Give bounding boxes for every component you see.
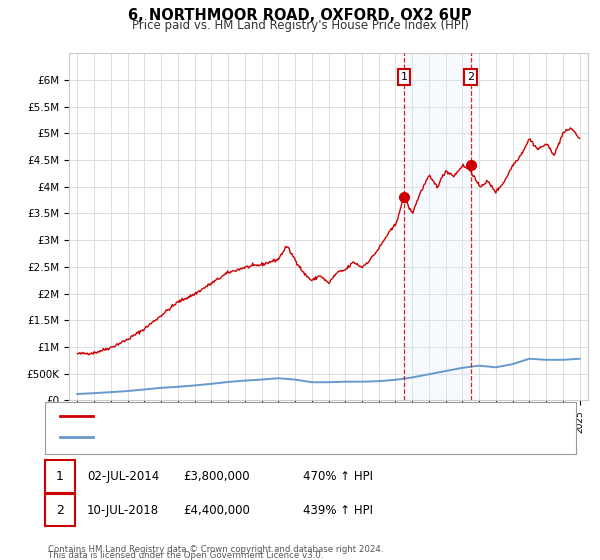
Text: 1: 1	[56, 470, 64, 483]
Text: 439% ↑ HPI: 439% ↑ HPI	[303, 503, 373, 517]
Text: 10-JUL-2018: 10-JUL-2018	[87, 503, 159, 517]
Text: Price paid vs. HM Land Registry's House Price Index (HPI): Price paid vs. HM Land Registry's House …	[131, 19, 469, 32]
Text: 1: 1	[400, 72, 407, 82]
Text: £3,800,000: £3,800,000	[183, 470, 250, 483]
Text: 2: 2	[56, 503, 64, 517]
Text: 02-JUL-2014: 02-JUL-2014	[87, 470, 159, 483]
Text: £4,400,000: £4,400,000	[183, 503, 250, 517]
Text: 6, NORTHMOOR ROAD, OXFORD, OX2 6UP: 6, NORTHMOOR ROAD, OXFORD, OX2 6UP	[128, 8, 472, 24]
Text: 2: 2	[467, 72, 475, 82]
Text: This data is licensed under the Open Government Licence v3.0.: This data is licensed under the Open Gov…	[48, 551, 323, 560]
Text: 470% ↑ HPI: 470% ↑ HPI	[303, 470, 373, 483]
Text: HPI: Average price, detached house, Oxford: HPI: Average price, detached house, Oxfo…	[102, 432, 330, 442]
Bar	[404, 53, 471, 400]
Text: 6, NORTHMOOR ROAD, OXFORD, OX2 6UP (detached house): 6, NORTHMOOR ROAD, OXFORD, OX2 6UP (deta…	[102, 412, 415, 421]
Text: Contains HM Land Registry data © Crown copyright and database right 2024.: Contains HM Land Registry data © Crown c…	[48, 545, 383, 554]
